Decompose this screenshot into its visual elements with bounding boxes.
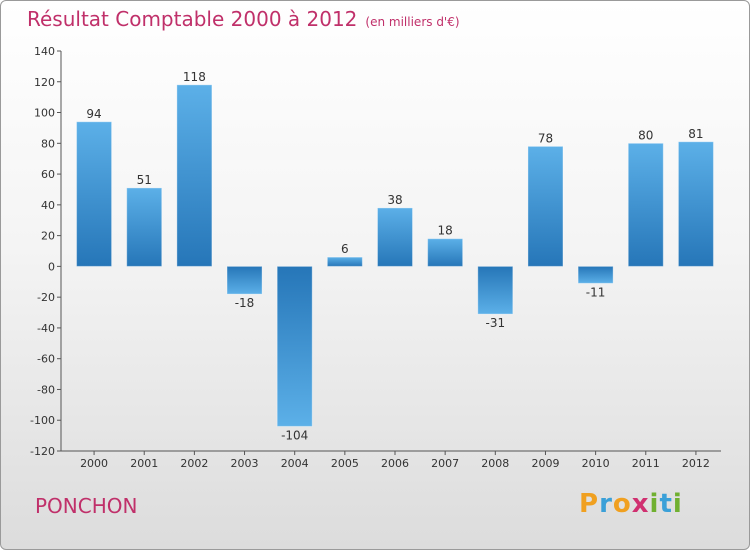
data-label-2005: 6 <box>341 242 349 256</box>
y-tick-label: 60 <box>41 168 55 181</box>
data-label-2009: 78 <box>538 131 553 145</box>
x-tick-label: 2001 <box>130 457 158 470</box>
logo-letter: i <box>649 489 660 519</box>
logo-letter: i <box>672 489 683 519</box>
proxiti-logo[interactable]: Proxiti <box>579 489 683 519</box>
y-tick-label: -40 <box>37 322 55 335</box>
data-label-2007: 18 <box>438 224 453 238</box>
bar-edge-2000 <box>76 121 113 267</box>
x-tick-label: 2010 <box>582 457 610 470</box>
bar-edge-2006 <box>377 207 413 267</box>
logo-letter: r <box>599 489 613 519</box>
bar-2011 <box>628 143 664 267</box>
x-tick-label: 2002 <box>180 457 208 470</box>
y-tick-label: -80 <box>37 383 55 396</box>
data-label-2002: 118 <box>183 70 206 84</box>
bar-edge-2009 <box>527 145 564 267</box>
logo-letter: t <box>659 489 673 519</box>
chart-title-text: Résultat Comptable 2000 à 2012 <box>27 7 358 31</box>
x-tick-label: 2008 <box>481 457 509 470</box>
data-label-2012: 81 <box>688 127 703 141</box>
x-tick-label: 2011 <box>632 457 660 470</box>
y-tick-label: -120 <box>30 445 55 458</box>
bar-2008 <box>477 266 513 315</box>
bar-2003 <box>227 266 263 295</box>
x-tick-label: 2006 <box>381 457 409 470</box>
x-tick-label: 2012 <box>682 457 710 470</box>
x-tick-label: 2000 <box>80 457 108 470</box>
y-tick-label: -20 <box>37 291 55 304</box>
commune-name: PONCHON <box>35 494 138 518</box>
bar-edge-2011 <box>627 142 664 267</box>
data-label-2008: -31 <box>486 316 506 330</box>
y-tick-label: -100 <box>30 414 55 427</box>
bar-edge-2007 <box>427 238 464 267</box>
bar-edge-2001 <box>126 187 163 267</box>
data-label-2011: 80 <box>638 128 653 142</box>
y-tick-label: 120 <box>34 76 55 89</box>
x-tick-label: 2007 <box>431 457 459 470</box>
data-label-2001: 51 <box>137 173 152 187</box>
bar-2001 <box>126 187 162 267</box>
chart-subtitle: (en milliers d'€) <box>365 15 460 29</box>
bar-edge-2002 <box>176 84 213 267</box>
bar-edge-2012 <box>677 141 714 267</box>
bar-2005 <box>327 257 363 267</box>
x-tick-label: 2005 <box>331 457 359 470</box>
bar-2004 <box>277 266 313 427</box>
bar-2002 <box>176 84 212 267</box>
logo-letter: P <box>579 489 600 519</box>
bar-2012 <box>678 141 714 267</box>
chart-title: Résultat Comptable 2000 à 2012 (en millie… <box>27 7 460 31</box>
x-tick-label: 2004 <box>281 457 309 470</box>
y-tick-label: 140 <box>34 45 55 58</box>
y-tick-label: 20 <box>41 230 55 243</box>
logo-letter: x <box>631 489 650 519</box>
x-tick-label: 2009 <box>531 457 559 470</box>
data-label-2006: 38 <box>387 193 402 207</box>
bar-edge-2010 <box>577 265 614 284</box>
bar-2007 <box>427 238 463 267</box>
x-tick-label: 2003 <box>231 457 259 470</box>
chart-bars <box>76 84 714 427</box>
y-tick-label: 100 <box>34 107 55 120</box>
chart-axes: 140 120 100 80 60 40 20 0 -20 -40 -60 -80 -100 -120 20… <box>30 45 721 470</box>
bar-2010 <box>578 266 614 284</box>
y-tick-label: 80 <box>41 137 55 150</box>
bar-edge-2003 <box>226 265 263 295</box>
logo-letter: o <box>612 489 632 519</box>
bar-2006 <box>377 207 413 267</box>
data-label-2000: 94 <box>86 107 101 121</box>
bar-edge-2005 <box>326 256 363 267</box>
bar-edge-2008 <box>477 265 514 315</box>
bar-2000 <box>76 121 112 267</box>
data-label-2003: -18 <box>235 296 255 310</box>
bar-2009 <box>527 146 563 267</box>
bar-edge-2004 <box>276 265 313 427</box>
y-tick-label: -60 <box>37 353 55 366</box>
y-tick-label: 0 <box>48 260 55 273</box>
data-label-2004: -104 <box>281 428 308 442</box>
data-label-2010: -11 <box>586 285 606 299</box>
chart-data-labels: 94 51 118 -18 -104 6 38 18 -31 78 -11 80 81 <box>86 70 703 443</box>
y-tick-label: 40 <box>41 199 55 212</box>
